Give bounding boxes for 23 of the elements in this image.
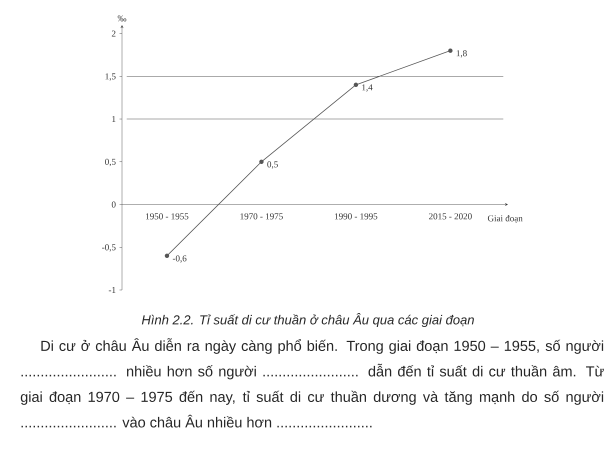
x-tick-label: 1990 - 1995 [334, 213, 378, 220]
text: Hình 2.2. Tỉ suất di cư thuần ở châu Âu qua các giai đoạn [142, 312, 474, 328]
point [354, 82, 358, 88]
data-label: 1,4 [362, 84, 373, 92]
y-tick-label: 0,5 [105, 158, 116, 166]
point [448, 48, 453, 53]
y-tick-label: -0,5 [102, 244, 116, 252]
x-axis-title: Giai đoạn [488, 215, 523, 223]
data-label: 0,5 [267, 161, 278, 169]
data-label: -0,6 [172, 255, 186, 263]
y-tick-label: 2 [112, 30, 116, 37]
x-tick-label: 2015 - 2020 [429, 213, 472, 220]
data-label: 1,8 [456, 50, 467, 58]
y-tick-label: -1 [108, 287, 116, 293]
y-tick-label: 1,5 [106, 73, 116, 81]
point [164, 254, 170, 258]
y-tick-label: 0 [112, 202, 116, 208]
x-tick-label: 1950 - 1955 [146, 213, 188, 220]
point [259, 160, 264, 164]
x-tick-label: 1970 - 1975 [240, 213, 283, 220]
text: Di cư ở châu Âu diễn ra ngày càng phổ biến. Trong giai đoạn 1950 – 1955, số người ........................ nhiều hơn số người ........................ dẫn đến tỉ suất di cư thuần âm. Từ giai đoạn 1970 – 1975 đến nay, tỉ suất di cư thuần dương và tăng mạnh do số người ........................ vào châu Âu nhiều hơn ........................ [20, 338, 604, 428]
y-tick-label: 1 [112, 116, 116, 122]
y-axis-title: ‰ [118, 15, 126, 22]
